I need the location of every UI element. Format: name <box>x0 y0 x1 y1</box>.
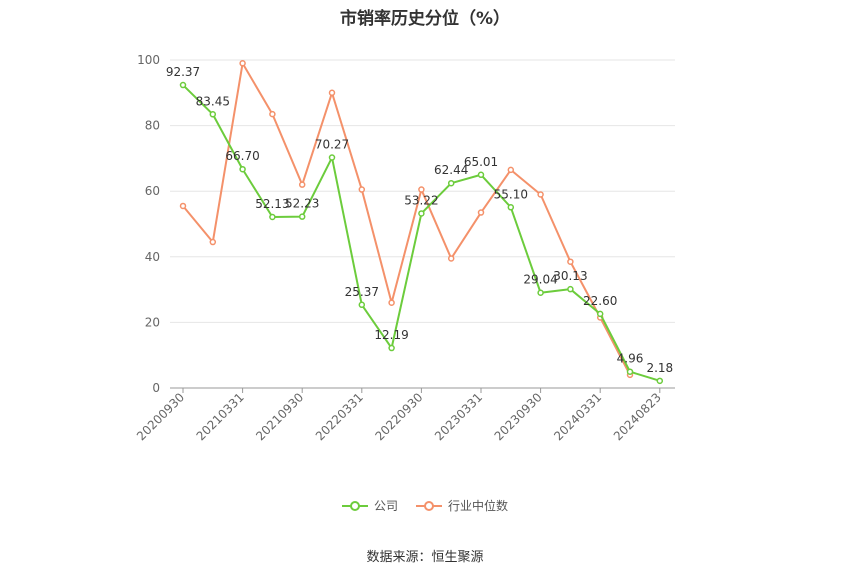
data-label: 2.18 <box>646 361 673 375</box>
legend-label-company: 公司 <box>373 499 398 513</box>
company-point <box>447 179 455 187</box>
industry-point <box>269 110 276 118</box>
company-point <box>209 111 217 118</box>
x-tick-label: 20240823 <box>611 390 664 443</box>
company-point <box>596 310 604 318</box>
company-point <box>298 213 306 220</box>
y-tick-label: 80 <box>145 119 160 133</box>
industry-point <box>298 181 306 188</box>
x-tick-label: 20240331 <box>551 390 604 443</box>
data-label: 25.37 <box>345 285 379 299</box>
company-point <box>507 204 515 211</box>
legend-label-industry: 行业中位数 <box>448 499 509 513</box>
data-label: 4.96 <box>617 352 644 366</box>
data-label: 65.01 <box>464 155 498 169</box>
company-point <box>239 165 246 173</box>
industry-point <box>388 299 395 306</box>
data-label: 83.45 <box>196 94 230 108</box>
data-label: 92.37 <box>166 65 200 79</box>
series <box>179 60 664 385</box>
y-tick-label: 60 <box>145 184 160 198</box>
industry-point <box>507 166 515 174</box>
industry-point <box>477 209 485 216</box>
data-label: 53.22 <box>404 193 438 207</box>
industry-point <box>179 202 187 210</box>
company-point <box>328 154 336 161</box>
legend-item-industry[interactable]: 行业中位数 <box>416 497 508 514</box>
data-label: 29.04 <box>523 273 557 287</box>
company-point <box>477 171 485 179</box>
data-label: 52.13 <box>255 197 289 211</box>
x-tick-label: 20220930 <box>372 390 425 443</box>
industry-point <box>567 258 574 265</box>
company-point <box>358 301 366 309</box>
series-line-company <box>182 84 661 382</box>
chart-title: 市销率历史分位（%） <box>339 9 511 29</box>
data-label: 12.19 <box>374 328 408 342</box>
data-label: 62.44 <box>434 163 468 177</box>
data-label: 30.13 <box>553 269 587 283</box>
data-label: 70.27 <box>315 138 349 152</box>
x-tick-label: 20210930 <box>253 390 306 443</box>
data-label: 66.70 <box>225 149 259 163</box>
x-tick-label: 20210331 <box>194 390 247 443</box>
legend-company-marker-icon <box>341 500 368 511</box>
source-note: 数据来源：恒生聚源 <box>366 550 484 565</box>
company-point <box>179 81 187 89</box>
company-point <box>418 210 425 217</box>
industry-point <box>537 191 544 198</box>
x-tick-label: 20200930 <box>134 390 187 443</box>
company-point <box>626 368 634 375</box>
y-tick-label: 0 <box>152 381 160 395</box>
x-tick-label: 20230930 <box>492 390 545 443</box>
y-tick-label: 100 <box>137 53 160 67</box>
legend: 公司 行业中位数 <box>0 497 850 514</box>
company-point <box>388 344 395 352</box>
company-point <box>656 377 664 385</box>
series-line-industry <box>182 62 631 376</box>
industry-point <box>418 186 425 193</box>
industry-point <box>239 60 246 67</box>
y-tick-label: 20 <box>145 315 160 329</box>
industry-point <box>358 186 366 193</box>
company-point <box>537 289 544 296</box>
industry-point <box>447 255 455 262</box>
legend-industry-marker-icon <box>416 500 442 511</box>
industry-point <box>209 238 217 246</box>
data-label: 55.10 <box>494 187 528 201</box>
data-label: 52.23 <box>285 197 319 211</box>
x-tick-label: 20220331 <box>313 390 366 443</box>
data-label: 22.60 <box>583 294 617 308</box>
x-tick-label: 20230331 <box>432 390 485 443</box>
company-point <box>567 285 574 293</box>
legend-item-company[interactable]: 公司 <box>341 497 398 514</box>
industry-point <box>328 89 336 97</box>
y-tick-label: 40 <box>145 250 160 264</box>
company-point <box>269 213 276 221</box>
